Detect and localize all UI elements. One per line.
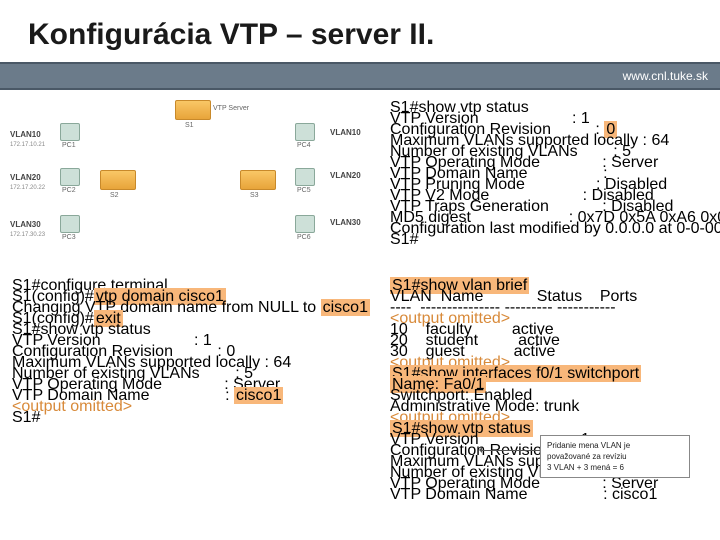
vlan-label: VLAN10: [10, 130, 41, 139]
vlan-label: VLAN20: [10, 173, 41, 182]
callout-arrow: [480, 450, 540, 451]
status-value: 64: [651, 132, 669, 149]
highlight-text: cisco1: [321, 299, 370, 316]
vlan-label-right: VLAN30: [330, 218, 361, 227]
subnet-label: 172.17.10.21: [10, 142, 45, 148]
terminal-block-1: S1#configure terminalS1(config)#vtp doma…: [12, 280, 382, 423]
switch-label: S2: [110, 192, 119, 199]
callout-line: považované za revíziu: [547, 451, 683, 462]
vlan-label: VLAN30: [10, 220, 41, 229]
url-text: www.cnl.tuke.sk: [623, 69, 708, 83]
highlight-text: cisco1: [234, 387, 283, 404]
terminal-line: VTP Domain Name : cisco1: [390, 489, 710, 500]
switch-icon: [175, 100, 211, 120]
terminal-line: Configuration last modified by 0.0.0.0 a…: [390, 223, 710, 234]
vlan-label-right: VLAN20: [330, 171, 361, 180]
switch-label: S3: [250, 192, 259, 199]
pc-label: PC2: [62, 187, 76, 194]
topology-diagram: S1 VTP Server S2 S3 PC1 PC4 PC2 PC5 PC3 PC6 VLAN10…: [10, 100, 380, 270]
pc-icon: [60, 215, 80, 233]
pc-label: PC1: [62, 142, 76, 149]
page-title: Konfigurácia VTP – server II.: [0, 0, 720, 62]
url-band: www.cnl.tuke.sk: [0, 62, 720, 90]
callout-line: Pridanie mena VLAN je: [547, 440, 683, 451]
pc-icon: [60, 168, 80, 186]
pc-icon: [295, 123, 315, 141]
subnet-label: 172.17.30.23: [10, 232, 45, 238]
pc-label: PC4: [297, 142, 311, 149]
switch-label: S1: [185, 122, 194, 129]
pc-label: PC3: [62, 234, 76, 241]
pc-label: PC6: [297, 234, 311, 241]
status-value: cisco1: [612, 486, 657, 503]
vlan-label-right: VLAN10: [330, 128, 361, 137]
subnet-label: 172.17.20.22: [10, 185, 45, 191]
callout-box: Pridanie mena VLAN je považované za reví…: [540, 435, 690, 478]
pc-icon: [295, 215, 315, 233]
switch-icon: [240, 170, 276, 190]
callout-line: 3 VLAN + 3 mená = 6: [547, 462, 683, 473]
terminal-block-2: S1#show vtp statusVTP Version : 1Configu…: [390, 102, 710, 245]
status-value: Server: [611, 154, 658, 171]
switch-sublabel: VTP Server: [213, 105, 249, 112]
pc-icon: [60, 123, 80, 141]
pc-label: PC5: [297, 187, 311, 194]
pc-icon: [295, 168, 315, 186]
switch-icon: [100, 170, 136, 190]
